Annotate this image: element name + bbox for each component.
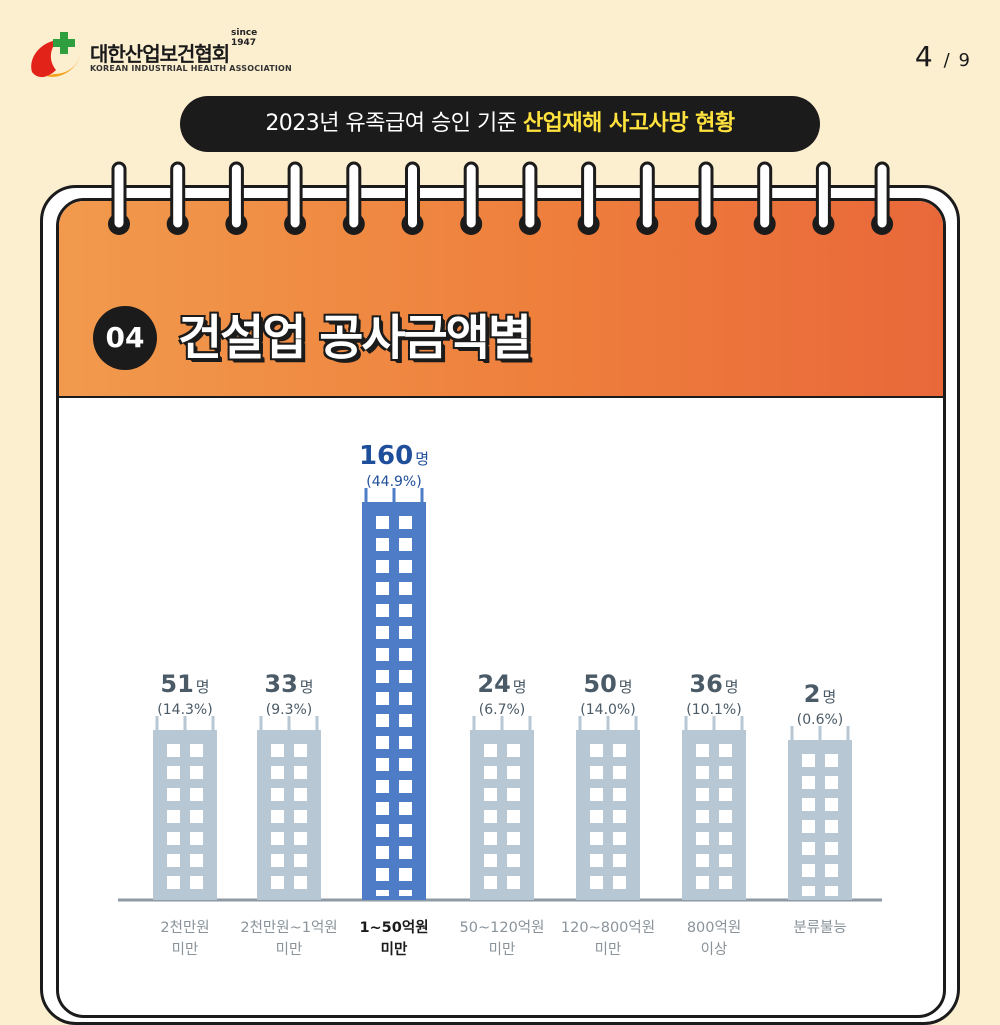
page-separator: /: [943, 50, 950, 71]
card-header: [59, 201, 943, 398]
binder-ring: [753, 161, 776, 235]
binder-ring: [812, 161, 835, 235]
banner-highlight: 산업재해 사고사망 현황: [522, 111, 735, 136]
page-current: 4: [914, 40, 933, 73]
logo-emblem-icon: [31, 32, 80, 78]
association-logo: since 1947 대한산업보건협회 KOREAN INDUSTRIAL HE…: [26, 22, 292, 86]
binder-ring: [695, 161, 717, 235]
binder-ring: [577, 161, 600, 235]
binder-ring: [342, 161, 365, 235]
binder-ring: [636, 161, 659, 235]
logo-since: since 1947: [231, 28, 258, 48]
page-total: 9: [958, 50, 970, 71]
page-indicator: 4 / 9: [915, 40, 970, 73]
binder-ring: [166, 161, 189, 235]
section-number: 04: [93, 306, 157, 370]
title-banner: 2023년 유족급여 승인 기준 산업재해 사고사망 현황: [180, 96, 820, 152]
binder-ring: [225, 161, 248, 235]
banner-prefix: 2023년 유족급여 승인 기준: [265, 111, 523, 136]
binder-ring: [871, 161, 894, 235]
binder-ring: [284, 161, 307, 235]
binder-ring: [518, 161, 541, 235]
binder-ring: [401, 161, 424, 235]
binder-ring: [460, 161, 483, 235]
logo-name-en: KOREAN INDUSTRIAL HEALTH ASSOCIATION: [90, 64, 292, 73]
binder-rings: [108, 161, 894, 235]
logo-name-kr: 대한산업보건협회: [90, 42, 230, 66]
binder-ring: [108, 161, 130, 235]
section-title: 건설업 공사금액별: [178, 310, 532, 366]
